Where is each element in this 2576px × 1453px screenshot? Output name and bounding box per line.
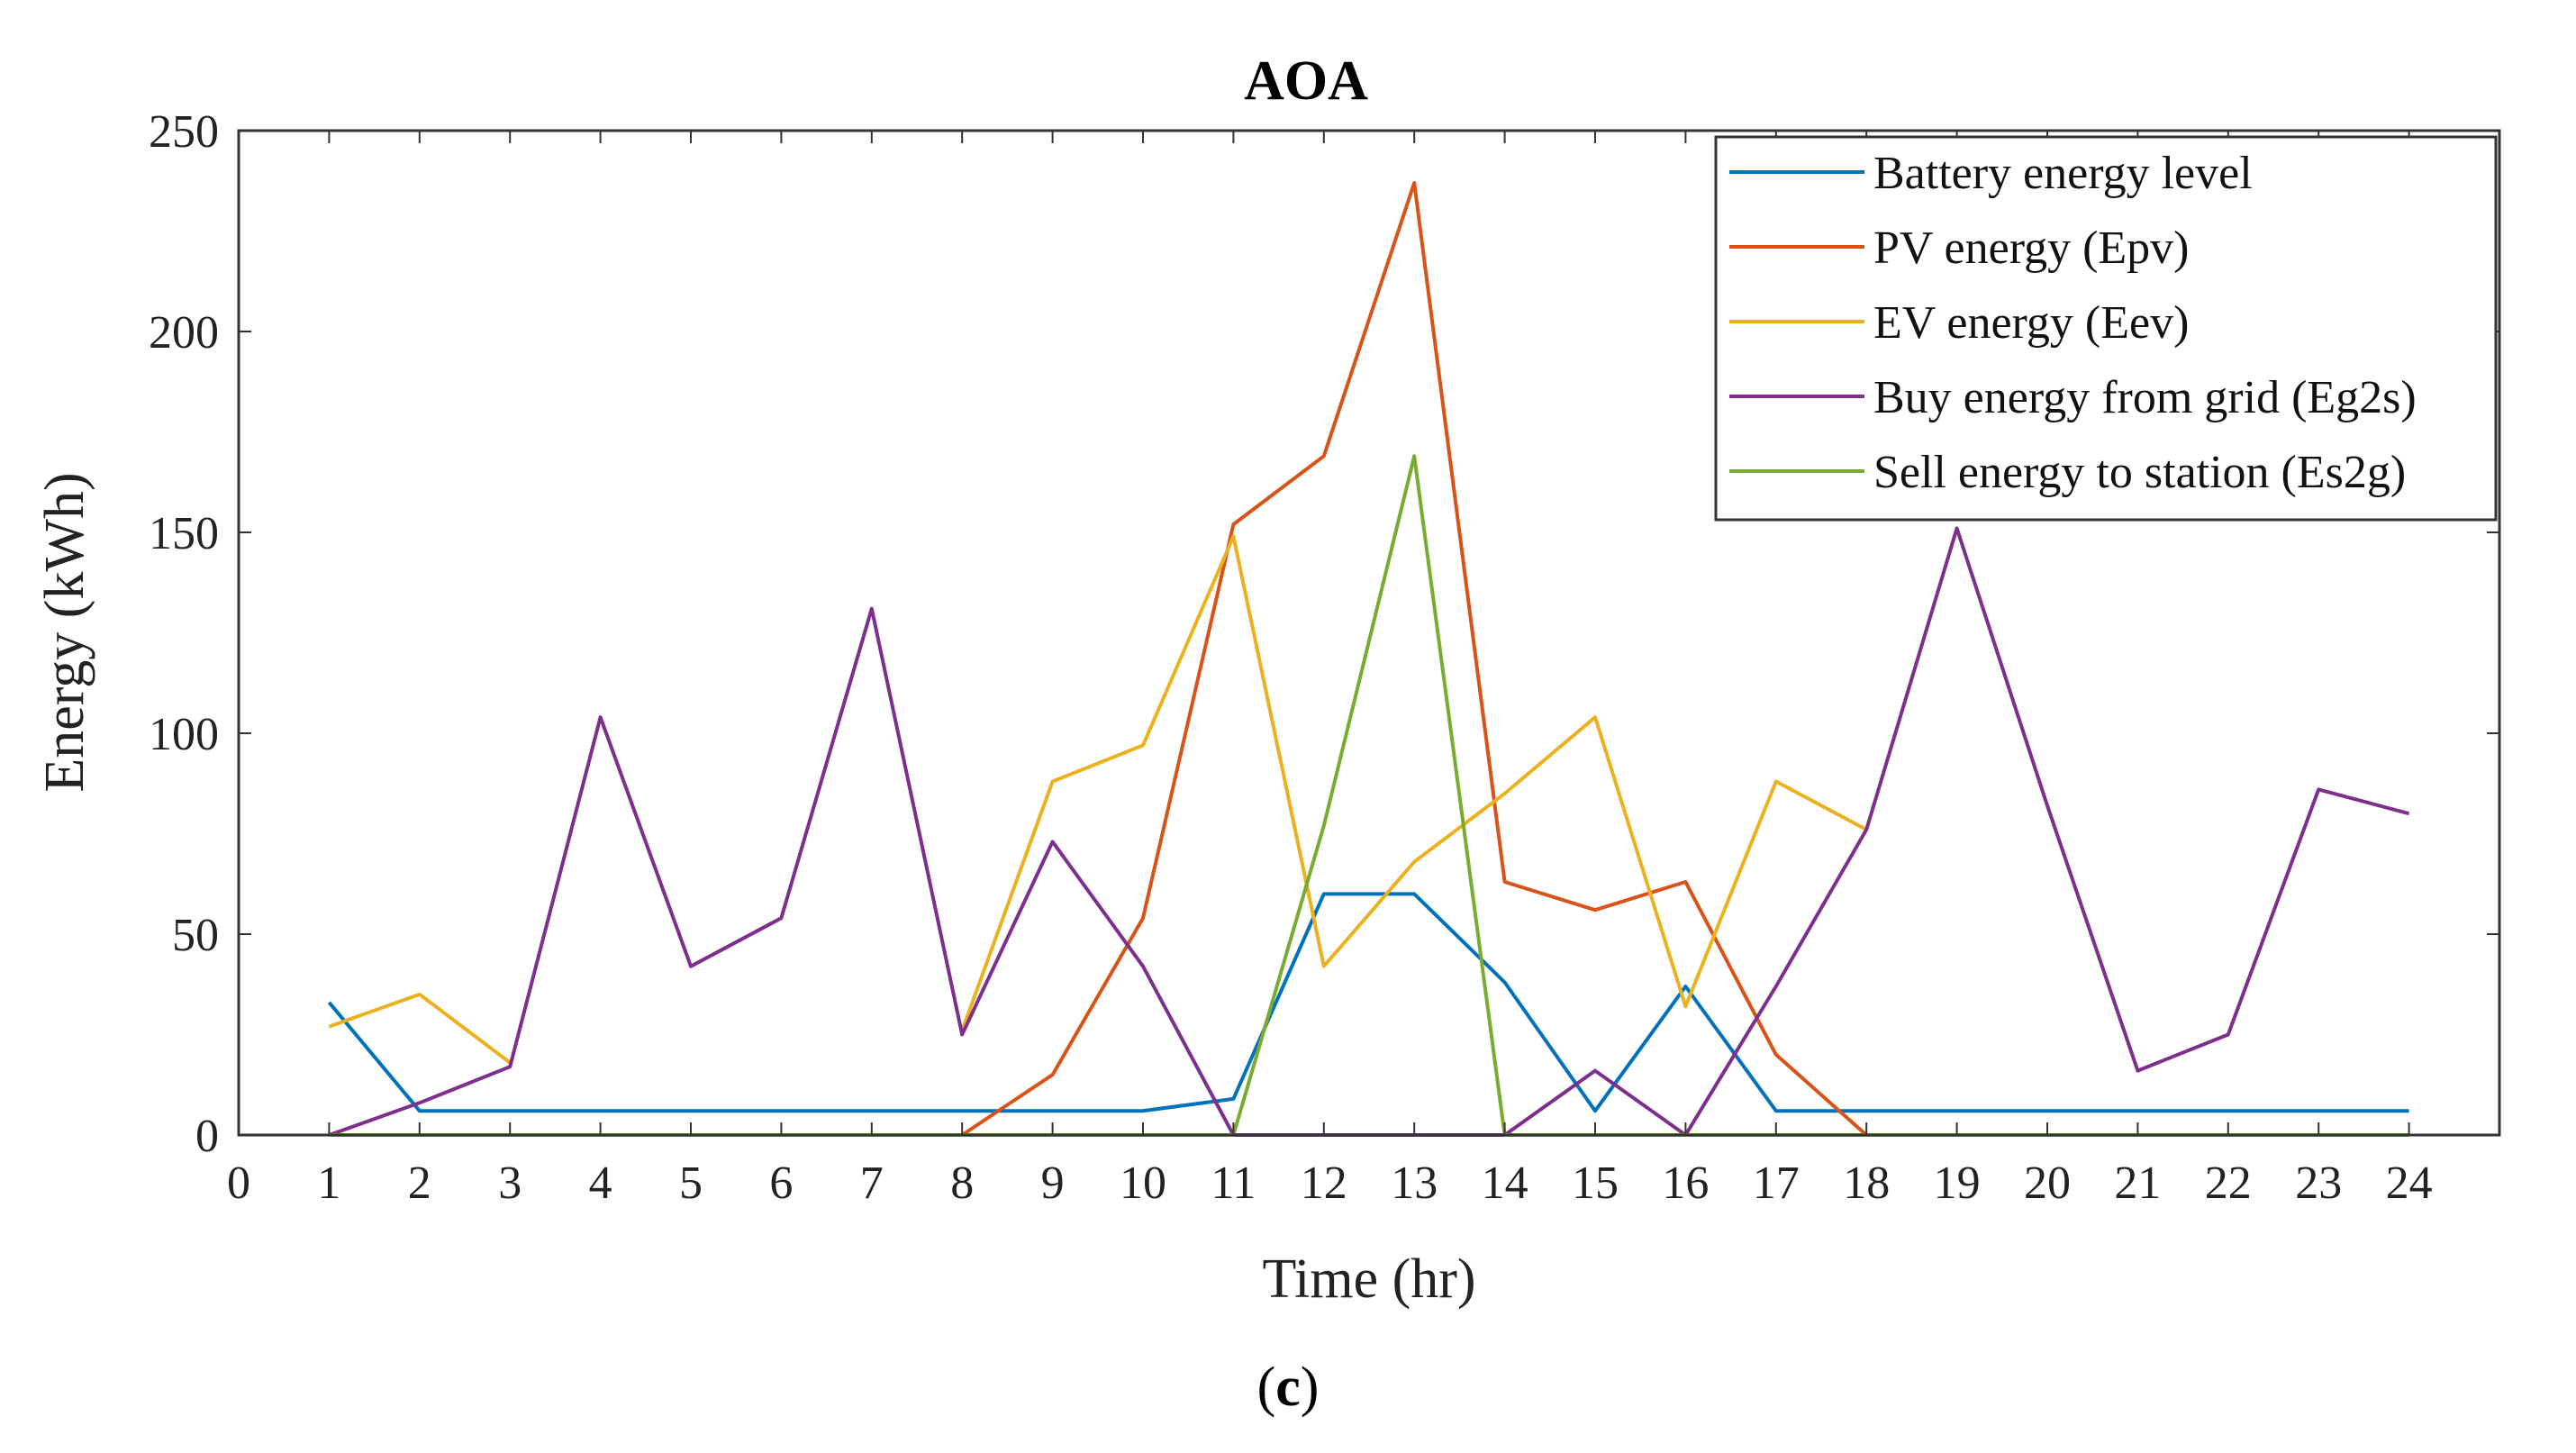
- ticks: 0 1 2 3 4 5 6 7 8 9 10 11 12 13 14 15 16 17 18 19 20 21 22 23 24…: [149, 106, 2499, 1209]
- x-tick-label: 20: [2024, 1158, 2071, 1209]
- legend-box: [1714, 135, 2498, 522]
- series-line-3: [328, 992, 512, 1065]
- y-tick-label: 250: [149, 106, 219, 158]
- x-tick-label: 24: [2386, 1158, 2433, 1209]
- x-tick-label: 9: [1041, 1158, 1065, 1209]
- y-tick-label: 100: [149, 709, 219, 760]
- legend: Battery energy level PV energy (Epv) EV en…: [1714, 135, 2498, 522]
- legend-entry: PV energy (Epv): [1873, 222, 2189, 274]
- x-tick-label: 4: [589, 1158, 612, 1209]
- x-tick-label: 3: [498, 1158, 522, 1209]
- chart-title: AOA: [1244, 50, 1368, 112]
- legend-entry: EV energy (Eev): [1873, 297, 2189, 349]
- x-tick-label: 19: [1934, 1158, 1981, 1209]
- x-tick-label: 17: [1753, 1158, 1800, 1209]
- x-tick-label: 6: [769, 1158, 793, 1209]
- y-tick-label: 0: [195, 1111, 219, 1162]
- x-tick-label: 11: [1211, 1158, 1256, 1209]
- x-tick-label: 1: [317, 1158, 340, 1209]
- x-tick-label: 8: [950, 1158, 974, 1209]
- legend-entry: Battery energy level: [1873, 148, 2253, 199]
- series-line-3: [960, 534, 1868, 1031]
- y-axis-label: Energy (kWh): [34, 472, 95, 792]
- x-axis-label: Time (hr): [1262, 1249, 1475, 1310]
- legend-entry: Sell energy to station (Es2g): [1873, 447, 2406, 498]
- x-tick-label: 18: [1843, 1158, 1890, 1209]
- series-line-2: [961, 181, 1868, 1137]
- x-tick-label: 16: [1662, 1158, 1709, 1209]
- x-tick-label: 22: [2205, 1158, 2252, 1209]
- y-tick-label: 50: [172, 910, 219, 961]
- x-tick-label: 5: [679, 1158, 703, 1209]
- x-tick-label: 13: [1391, 1158, 1438, 1209]
- plot-frame: [237, 129, 2501, 1137]
- figure-caption: (c): [1257, 1357, 1320, 1418]
- x-tick-label: 15: [1572, 1158, 1619, 1209]
- x-tick-label: 14: [1482, 1158, 1528, 1209]
- x-tick-label: 0: [227, 1158, 250, 1209]
- legend-entry: Buy energy from grid (Eg2s): [1873, 372, 2417, 423]
- x-tick-label: 23: [2295, 1158, 2342, 1209]
- x-tick-label: 10: [1120, 1158, 1166, 1209]
- x-tick-label: 21: [2114, 1158, 2161, 1209]
- series-line-1: [327, 892, 2409, 1113]
- x-tick-label: 12: [1301, 1158, 1347, 1209]
- y-tick-label: 150: [149, 508, 219, 559]
- x-tick-label: 7: [860, 1158, 884, 1209]
- y-tick-label: 200: [149, 307, 219, 359]
- x-tick-label: 2: [408, 1158, 431, 1209]
